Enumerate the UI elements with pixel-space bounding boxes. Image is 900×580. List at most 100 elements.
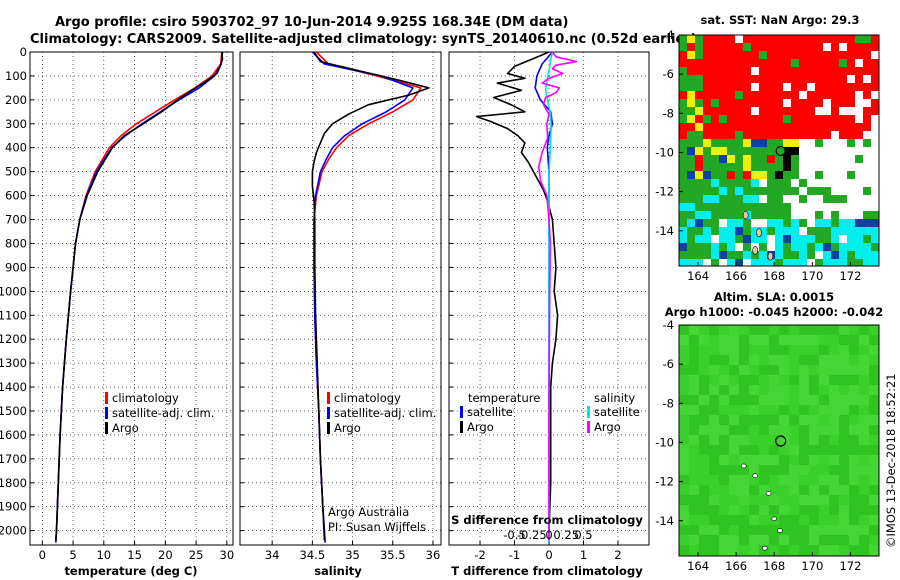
sst-cell bbox=[791, 219, 799, 227]
sla-cell bbox=[849, 545, 859, 555]
sst-cell bbox=[767, 91, 775, 99]
sla-cell bbox=[699, 385, 709, 395]
sst-cell bbox=[815, 227, 823, 235]
sla-cell bbox=[779, 405, 789, 415]
sst-island-shape bbox=[756, 228, 762, 238]
sla-cell bbox=[769, 455, 779, 465]
sst-cell bbox=[807, 219, 815, 227]
sst-cell bbox=[791, 75, 799, 83]
sst-cell bbox=[719, 219, 727, 227]
sst-cell bbox=[711, 59, 719, 67]
sst-cell bbox=[783, 99, 791, 107]
sst-cell bbox=[855, 227, 863, 235]
sla-cell bbox=[789, 415, 799, 425]
sst-cell bbox=[871, 235, 879, 243]
sla-cell bbox=[849, 525, 859, 535]
sst-cell bbox=[695, 211, 703, 219]
sst-cell bbox=[759, 203, 767, 211]
sst-cell bbox=[775, 211, 783, 219]
sst-cell bbox=[783, 131, 791, 139]
sla-cell bbox=[859, 425, 869, 435]
sst-cell bbox=[695, 75, 703, 83]
sla-cell bbox=[809, 435, 819, 445]
sla-cell bbox=[709, 455, 719, 465]
sst-cell bbox=[847, 91, 855, 99]
sst-cell bbox=[871, 43, 879, 51]
y-tick-label: 700 bbox=[5, 213, 27, 227]
sst-cell bbox=[855, 235, 863, 243]
sst-cell bbox=[751, 235, 759, 243]
map-x-tick-label: 172 bbox=[839, 269, 861, 283]
sla-cell bbox=[839, 515, 849, 525]
sst-cell bbox=[775, 203, 783, 211]
sla-cell bbox=[779, 335, 789, 345]
sst-cell bbox=[727, 227, 735, 235]
sst-cell bbox=[727, 171, 735, 179]
sst-cell bbox=[815, 243, 823, 251]
sst-cell bbox=[831, 211, 839, 219]
sst-cell bbox=[871, 107, 879, 115]
y-tick-label: 1400 bbox=[0, 380, 27, 394]
sst-cell bbox=[767, 43, 775, 51]
sst-cell bbox=[799, 115, 807, 123]
legend-swatch bbox=[327, 422, 330, 434]
sla-cell bbox=[779, 505, 789, 515]
x-tick-label: 0 bbox=[545, 548, 552, 562]
sst-cell bbox=[815, 43, 823, 51]
sst-cell bbox=[695, 131, 703, 139]
sst-cell bbox=[711, 155, 719, 163]
sst-cell bbox=[855, 67, 863, 75]
sla-cell bbox=[759, 475, 769, 485]
sst-cell bbox=[743, 259, 751, 266]
sst-cell bbox=[863, 91, 871, 99]
sst-cell bbox=[711, 195, 719, 203]
sst-cell bbox=[751, 187, 759, 195]
sla-cell bbox=[799, 355, 809, 365]
sla-cell bbox=[759, 535, 769, 545]
sla-cell bbox=[679, 515, 689, 525]
sst-cell bbox=[815, 83, 823, 91]
sst-cell bbox=[743, 195, 751, 203]
sst-cell bbox=[799, 43, 807, 51]
sst-cell bbox=[831, 195, 839, 203]
sla-cell bbox=[729, 455, 739, 465]
sst-cell bbox=[871, 99, 879, 107]
sla-cell bbox=[819, 395, 829, 405]
sst-cell bbox=[767, 219, 775, 227]
map-y-tick-label: -12 bbox=[655, 475, 674, 489]
sla-cell bbox=[679, 475, 689, 485]
sla-cell bbox=[799, 455, 809, 465]
sst-cell bbox=[735, 251, 743, 259]
sst-cell bbox=[855, 83, 863, 91]
sla-cell bbox=[699, 325, 709, 335]
sst-cell bbox=[711, 227, 719, 235]
sla-cell bbox=[679, 355, 689, 365]
sst-cell bbox=[711, 211, 719, 219]
sla-cell bbox=[739, 345, 749, 355]
sst-cell bbox=[807, 131, 815, 139]
sst-cell bbox=[823, 91, 831, 99]
sst-cell bbox=[815, 131, 823, 139]
sla-cell bbox=[849, 365, 859, 375]
sst-cell bbox=[839, 115, 847, 123]
sst-cell bbox=[711, 235, 719, 243]
sla-cell bbox=[769, 465, 779, 475]
legend-label: Argo bbox=[112, 421, 139, 435]
sst-cell bbox=[751, 179, 759, 187]
sst-cell bbox=[695, 251, 703, 259]
sla-cell bbox=[719, 445, 729, 455]
sst-cell bbox=[807, 123, 815, 131]
sla-cell bbox=[809, 335, 819, 345]
sla-cell bbox=[719, 535, 729, 545]
sst-cell bbox=[839, 131, 847, 139]
sla-cell bbox=[859, 525, 869, 535]
sla-cell bbox=[839, 525, 849, 535]
sst-cell bbox=[799, 83, 807, 91]
map-x-tick-label: 168 bbox=[763, 269, 785, 283]
sla-cell bbox=[869, 325, 879, 335]
sst-cell bbox=[679, 75, 687, 83]
sst-cell bbox=[679, 251, 687, 259]
sla-cell bbox=[729, 385, 739, 395]
sst-cell bbox=[767, 179, 775, 187]
sst-cell bbox=[807, 115, 815, 123]
